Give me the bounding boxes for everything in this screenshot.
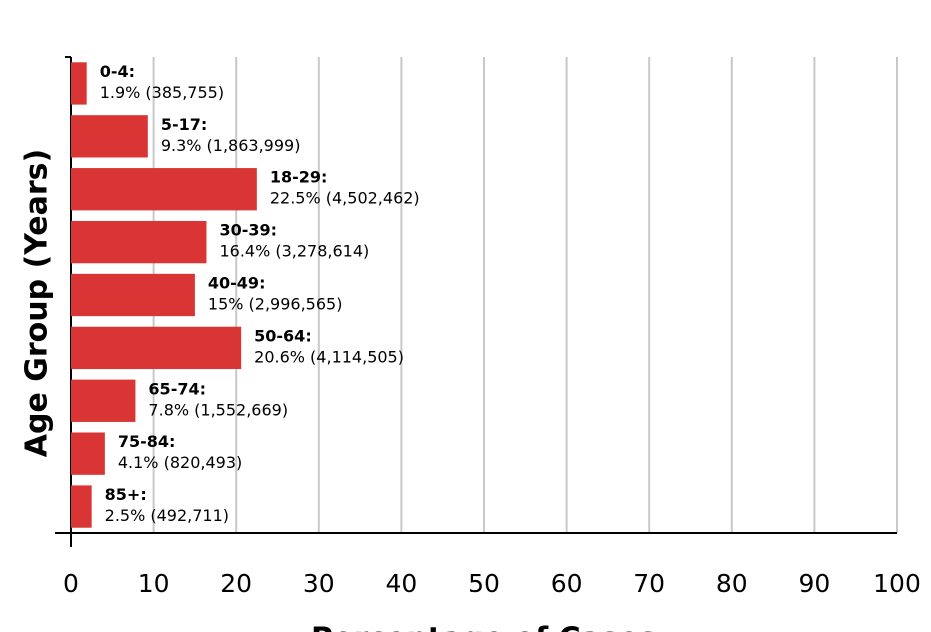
x-tick-label: 70 — [633, 569, 665, 598]
x-tick-label: 90 — [798, 569, 830, 598]
bar — [71, 379, 136, 422]
category-label: 85+: — [105, 485, 147, 504]
category-label: 5-17: — [161, 115, 207, 134]
y-axis-title: Age Group (Years) — [20, 149, 55, 457]
x-tick-label: 20 — [220, 569, 252, 598]
x-tick-label: 0 — [63, 569, 79, 598]
category-label: 65-74: — [148, 379, 206, 398]
category-label: 75-84: — [118, 432, 176, 451]
value-label: 1.9% (385,755) — [100, 83, 224, 102]
x-tick-label: 30 — [303, 569, 335, 598]
x-tick-label: 60 — [551, 569, 583, 598]
bar — [71, 432, 105, 475]
x-axis-title: Percentage of Cases — [311, 622, 657, 632]
value-label: 15% (2,996,565) — [208, 295, 343, 314]
value-label: 16.4% (3,278,614) — [219, 242, 369, 261]
x-tick-label: 100 — [873, 569, 921, 598]
value-label: 4.1% (820,493) — [118, 453, 242, 472]
category-label: 0-4: — [100, 62, 135, 81]
x-tick-label: 40 — [385, 569, 417, 598]
x-tick-label: 80 — [716, 569, 748, 598]
bar — [71, 62, 87, 105]
category-label: 18-29: — [270, 168, 328, 187]
bar — [71, 168, 257, 211]
bar — [71, 115, 148, 158]
category-label: 50-64: — [254, 326, 312, 345]
x-tick-label: 50 — [468, 569, 500, 598]
bar — [71, 220, 207, 264]
bar — [71, 273, 195, 317]
value-label: 20.6% (4,114,505) — [254, 347, 404, 366]
value-label: 9.3% (1,863,999) — [161, 136, 301, 155]
value-label: 2.5% (492,711) — [105, 506, 229, 525]
bar — [71, 485, 92, 528]
category-label: 40-49: — [208, 274, 266, 293]
value-label: 7.8% (1,552,669) — [148, 400, 288, 419]
category-label: 30-39: — [219, 221, 277, 240]
value-label: 22.5% (4,502,462) — [270, 189, 420, 208]
x-tick-label: 10 — [138, 569, 170, 598]
bar — [71, 326, 242, 370]
